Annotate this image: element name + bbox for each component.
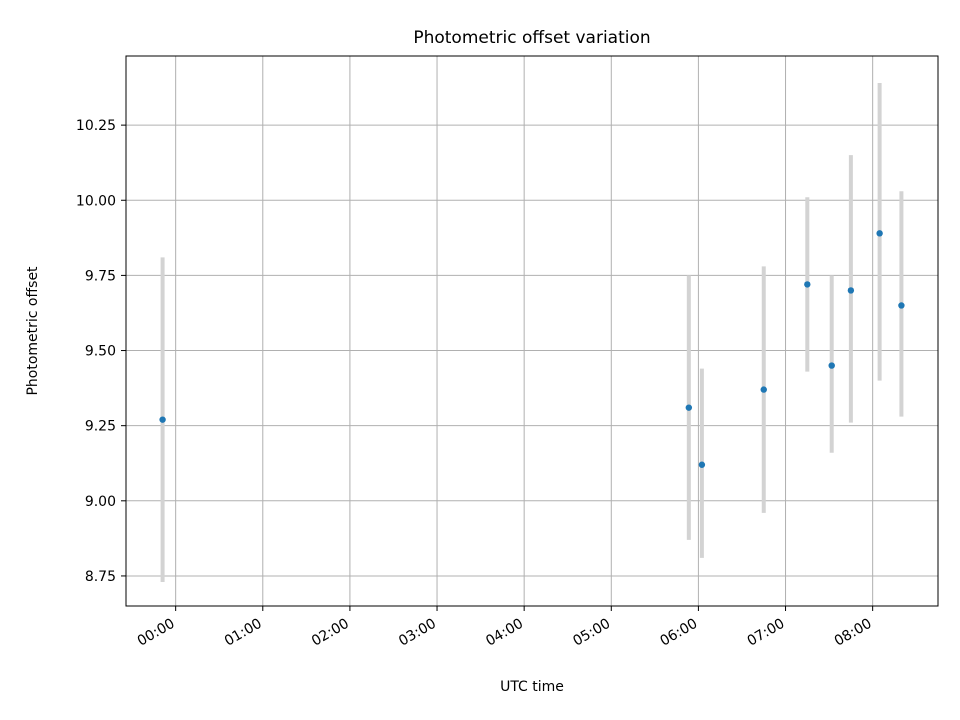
x-tick-label: 06:00: [657, 616, 700, 650]
y-tick-label: 10.25: [76, 118, 116, 134]
data-point: [898, 302, 905, 309]
data-point: [760, 386, 767, 393]
y-tick-label: 9.50: [85, 344, 116, 360]
x-tick-label: 03:00: [396, 616, 439, 650]
data-point: [876, 230, 883, 237]
y-tick-label: 9.00: [85, 494, 116, 510]
x-tick-label: 04:00: [483, 616, 526, 650]
y-tick-label: 8.75: [85, 569, 116, 585]
x-tick-label: 00:00: [135, 616, 178, 650]
x-tick-label: 08:00: [832, 616, 875, 650]
data-point: [804, 281, 811, 288]
error-bars: [160, 83, 904, 582]
y-tick-label: 9.75: [85, 268, 116, 284]
x-grid: [175, 56, 874, 606]
y-axis-label: Photometric offset: [25, 266, 41, 396]
plot-area-frame: [125, 55, 939, 607]
data-point: [698, 461, 706, 468]
x-tick-label: 02:00: [309, 616, 352, 650]
y-tick-label: 9.25: [85, 419, 116, 435]
data-point: [847, 287, 855, 294]
data-point: [828, 362, 835, 369]
y-axis-ticks: 8.75 9.00 9.25 9.50 9.75 10.00 10.25: [76, 118, 126, 585]
data-point: [159, 416, 166, 423]
x-tick-label: 05:00: [570, 616, 613, 650]
x-tick-label: 01:00: [222, 616, 265, 650]
x-tick-label: 07:00: [745, 616, 788, 650]
data-points: [159, 230, 905, 468]
y-grid: [126, 124, 938, 577]
x-axis-label: UTC time: [500, 679, 564, 695]
chart-title: Photometric offset variation: [413, 28, 650, 48]
y-tick-label: 10.00: [76, 193, 116, 209]
x-axis-ticks: 00:00 01:00 02:00 03:00 04:00 05:00 06:00 07:00…: [135, 606, 875, 650]
data-point: [685, 404, 693, 411]
